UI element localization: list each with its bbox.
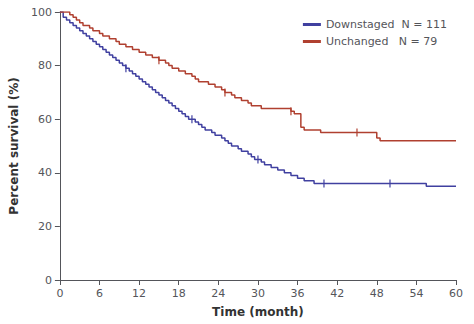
- svg-text:80: 80: [38, 59, 52, 72]
- svg-text:12: 12: [132, 287, 146, 300]
- svg-text:36: 36: [291, 287, 305, 300]
- svg-text:30: 30: [251, 287, 265, 300]
- svg-text:42: 42: [330, 287, 344, 300]
- svg-text:20: 20: [38, 220, 52, 233]
- svg-text:60: 60: [38, 113, 52, 126]
- svg-text:54: 54: [409, 287, 423, 300]
- svg-text:40: 40: [38, 166, 52, 179]
- svg-text:Percent survival (%): Percent survival (%): [7, 77, 21, 214]
- svg-text:Unchanged N = 79: Unchanged N = 79: [326, 35, 437, 48]
- svg-text:24: 24: [211, 287, 225, 300]
- svg-text:18: 18: [172, 287, 186, 300]
- svg-text:0: 0: [56, 287, 63, 300]
- svg-text:100: 100: [31, 6, 52, 19]
- svg-text:Time (month): Time (month): [212, 305, 304, 319]
- svg-text:0: 0: [45, 274, 52, 287]
- svg-text:60: 60: [449, 287, 463, 300]
- svg-text:6: 6: [96, 287, 103, 300]
- svg-text:48: 48: [370, 287, 384, 300]
- svg-text:Downstaged N = 111: Downstaged N = 111: [326, 18, 447, 31]
